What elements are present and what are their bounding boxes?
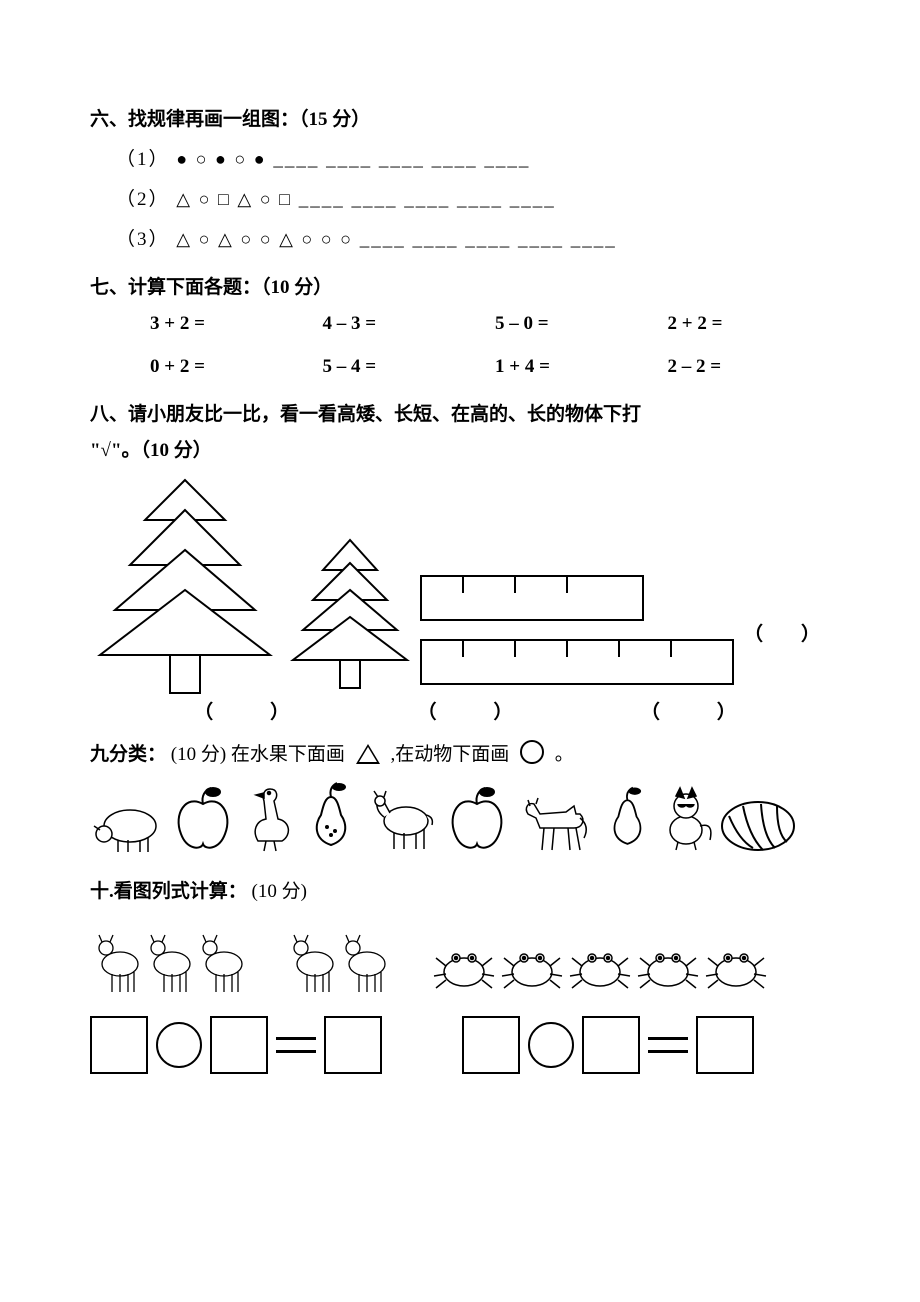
calc-cell[interactable]: 1 + 4 = (495, 349, 668, 385)
cat-icon (658, 784, 713, 854)
short-ruler-icon (420, 575, 644, 621)
goat-group-2-icon (285, 918, 400, 998)
section-9-points: (10 分) (171, 744, 226, 765)
calc-cell[interactable]: 5 – 0 = (495, 306, 668, 342)
pattern-2-label: （2） (116, 189, 170, 210)
horse-icon (516, 784, 596, 854)
calc-cell[interactable]: 0 + 2 = (150, 349, 323, 385)
q8-answer-1[interactable]: （ ） (194, 695, 289, 731)
equation-row (90, 1016, 840, 1074)
pear-icon (303, 779, 358, 854)
classification-strip[interactable] (90, 779, 840, 854)
section-10-points: (10 分) (252, 881, 307, 902)
section-10-text: 十.看图列式计算： (90, 881, 247, 902)
section-9-title: 九分类： (10 分) 在水果下面画 ,在动物下面画 。 (90, 737, 840, 773)
equals-icon (276, 1037, 316, 1053)
q8-answer-3[interactable]: （ ） (641, 695, 736, 731)
number-box[interactable] (324, 1016, 382, 1074)
operator-circle[interactable] (156, 1022, 202, 1068)
pattern-row-2: （2） △ ○ □ △ ○ □ ____ ____ ____ ____ ____ (90, 182, 840, 218)
operator-circle[interactable] (528, 1022, 574, 1068)
triangle-icon (356, 744, 380, 764)
calc-cell[interactable]: 2 – 2 = (668, 349, 841, 385)
goose-icon (242, 779, 297, 854)
pattern-3-shapes: △ ○ △ ○ ○ △ ○ ○ ○ (176, 229, 353, 249)
long-ruler-icon (420, 639, 734, 685)
number-box[interactable] (582, 1016, 640, 1074)
small-tree-icon (285, 535, 415, 695)
number-box[interactable] (462, 1016, 520, 1074)
watermelon-icon (719, 796, 797, 854)
calc-cell[interactable]: 2 + 2 = (668, 306, 841, 342)
calc-cell[interactable]: 3 + 2 = (150, 306, 323, 342)
apple-icon (445, 784, 510, 854)
q8-answer-top[interactable]: （ ） (744, 617, 820, 653)
q8-answer-2[interactable]: （ ） (417, 695, 512, 731)
section-6-title: 六、找规律再画一组图：（15 分） (90, 102, 840, 138)
section-10-title: 十.看图列式计算： (10 分) (90, 874, 840, 910)
pear-icon (602, 782, 652, 854)
goat-group-3-icon (90, 918, 255, 998)
pattern-3-label: （3） (116, 229, 170, 250)
calc-cell[interactable]: 5 – 4 = (323, 349, 496, 385)
section-9-text2: ,在动物下面画 (390, 744, 509, 765)
pattern-3-blanks[interactable]: ____ ____ ____ ____ ____ (360, 229, 617, 250)
q10-picture-groups (90, 918, 840, 998)
section-9-prefix: 九分类： (90, 744, 166, 765)
number-box[interactable] (90, 1016, 148, 1074)
crab-group-5-icon (430, 938, 770, 998)
number-box[interactable] (210, 1016, 268, 1074)
section-8-title-l1: 八、请小朋友比一比，看一看高矮、长短、在高的、长的物体下打 (90, 397, 840, 433)
pattern-1-blanks[interactable]: ____ ____ ____ ____ ____ (273, 149, 530, 170)
number-box[interactable] (696, 1016, 754, 1074)
pattern-1-label: （1） (116, 149, 170, 170)
section-9-text3: 。 (555, 744, 574, 765)
section-7-title: 七、计算下面各题：（10 分） (90, 270, 840, 306)
circle-icon (520, 740, 544, 764)
apple-icon (171, 784, 236, 854)
calc-grid: 3 + 2 = 4 – 3 = 5 – 0 = 2 + 2 = 0 + 2 = … (90, 306, 840, 384)
section-8-title-l2: "√"。（10 分） (90, 433, 840, 469)
sheep-icon (90, 794, 165, 854)
pattern-1-shapes: ● ○ ● ○ ● (176, 149, 266, 169)
pattern-2-shapes: △ ○ □ △ ○ □ (176, 189, 292, 209)
equals-icon (648, 1037, 688, 1053)
section-9-text1: 在水果下面画 (231, 744, 345, 765)
pattern-row-1: （1） ● ○ ● ○ ● ____ ____ ____ ____ ____ (90, 142, 840, 178)
equation-1[interactable] (90, 1016, 382, 1074)
goat-icon (364, 779, 439, 854)
calc-cell[interactable]: 4 – 3 = (323, 306, 496, 342)
q8-images: （ ） (90, 475, 840, 695)
pattern-row-3: （3） △ ○ △ ○ ○ △ ○ ○ ○ ____ ____ ____ ___… (90, 222, 840, 258)
equation-2[interactable] (462, 1016, 754, 1074)
big-tree-icon (90, 475, 280, 695)
pattern-2-blanks[interactable]: ____ ____ ____ ____ ____ (299, 189, 556, 210)
q8-answer-row: （ ） （ ） （ ） (90, 695, 840, 731)
rulers-group (420, 575, 734, 685)
